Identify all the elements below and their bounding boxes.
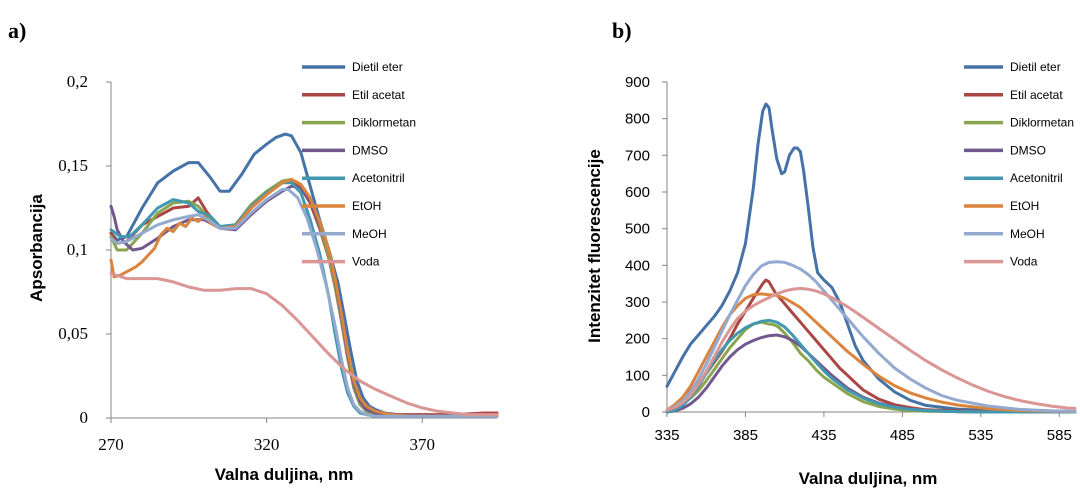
chart-a-x-tick-label: 320 bbox=[254, 435, 280, 454]
chart-a-legend-label: Voda bbox=[352, 255, 380, 269]
chart-a-y-tick-label: 0,05 bbox=[58, 324, 88, 343]
chart-b-series bbox=[665, 102, 1077, 414]
chart-a-series-line-0 bbox=[109, 132, 499, 418]
chart-a-series-line-7 bbox=[109, 272, 499, 417]
chart-b-y-tick-label: 400 bbox=[625, 257, 650, 274]
chart-b-legend-label: EtOH bbox=[1010, 199, 1039, 213]
chart-b-y-tick-label: 900 bbox=[625, 74, 650, 91]
chart-b-y-axis-title: Intenzitet fluorescencije bbox=[585, 149, 604, 343]
chart-a-legend-label: MeOH bbox=[352, 227, 387, 241]
chart-b-legend-label: Dietil eter bbox=[1010, 60, 1061, 74]
chart-b-x-tick-label: 385 bbox=[733, 427, 758, 444]
chart-b-x-axis-title: Valna duljina, nm bbox=[799, 469, 938, 488]
chart-b-y-tick-label: 300 bbox=[625, 294, 650, 311]
chart-a-y-tick-label: 0,15 bbox=[58, 156, 88, 175]
chart-b-y-tick-label: 500 bbox=[625, 221, 650, 238]
chart-a-series-line-6 bbox=[109, 188, 499, 418]
chart-b-y-tick-label: 800 bbox=[625, 111, 650, 128]
chart-b-ticks: 0 100 200 300 400 500 600 700 800 900 335 385 435 485… bbox=[625, 74, 1072, 444]
chart-a-x-tick-label: 370 bbox=[410, 435, 436, 454]
chart-b-y-tick-label: 200 bbox=[625, 331, 650, 348]
chart-b-series-line-0 bbox=[665, 102, 1077, 414]
chart-b-x-tick-label: 335 bbox=[654, 427, 679, 444]
chart-a-y-tick-label: 0,2 bbox=[67, 72, 88, 91]
chart-a-legend-label: EtOH bbox=[352, 199, 381, 213]
chart-a-series bbox=[109, 132, 499, 418]
chart-a-series-line-5 bbox=[109, 177, 499, 418]
chart-b-y-tick-label: 100 bbox=[625, 367, 650, 384]
chart-b-series-line-7 bbox=[665, 286, 1077, 412]
chart-a-legend-label: Dietil eter bbox=[352, 60, 403, 74]
chart-b-x-tick-label: 435 bbox=[811, 427, 836, 444]
panel-b-letter: b) bbox=[612, 18, 632, 43]
chart-panel-b: b) 0 100 200 300 400 500 600 700 800 900 335 385 435… bbox=[585, 18, 1077, 488]
chart-b-x-tick-label: 535 bbox=[968, 427, 993, 444]
chart-b-y-tick-label: 600 bbox=[625, 184, 650, 201]
chart-b-series-line-5 bbox=[665, 292, 1077, 414]
chart-b-legend-label: MeOH bbox=[1010, 227, 1045, 241]
chart-b-legend-label: Voda bbox=[1010, 255, 1038, 269]
chart-a-legend-label: Acetonitril bbox=[352, 171, 405, 185]
chart-a-x-tick-label: 270 bbox=[98, 435, 124, 454]
chart-a-legend-label: Etil acetat bbox=[352, 88, 405, 102]
chart-a-y-tick-label: 0,1 bbox=[67, 240, 88, 259]
chart-a-y-axis-title: Apsorbancija bbox=[27, 194, 46, 302]
chart-b-legend: Dietil eter Etil acetat Diklormetan DMSO Ace… bbox=[964, 60, 1074, 269]
chart-a-legend: Dietil eter Etil acetat Diklormetan DMSO Ace… bbox=[302, 60, 416, 269]
chart-b-series-line-6 bbox=[665, 260, 1077, 413]
chart-b-y-tick-label: 0 bbox=[642, 404, 650, 421]
chart-b-axes bbox=[666, 82, 1075, 413]
chart-a-series-line-4 bbox=[109, 181, 499, 418]
chart-a-legend-label: DMSO bbox=[352, 143, 388, 157]
chart-a-legend-label: Diklormetan bbox=[352, 116, 416, 130]
chart-b-x-tick-label: 585 bbox=[1047, 427, 1072, 444]
chart-b-x-tick-label: 485 bbox=[890, 427, 915, 444]
chart-b-legend-label: DMSO bbox=[1010, 143, 1046, 157]
chart-b-legend-label: Diklormetan bbox=[1010, 116, 1074, 130]
panel-a-letter: a) bbox=[8, 18, 26, 43]
chart-a-series-line-1 bbox=[109, 179, 499, 417]
chart-b-y-tick-label: 700 bbox=[625, 147, 650, 164]
chart-panel-a: a) 0 0,05 0,1 0,15 0,2 270 320 370 Valna duljin… bbox=[8, 18, 499, 484]
chart-a-ticks: 0 0,05 0,1 0,15 0,2 270 320 370 bbox=[58, 72, 435, 454]
chart-a-axes bbox=[110, 82, 497, 419]
chart-a-x-axis-title: Valna duljina, nm bbox=[215, 465, 354, 484]
chart-b-legend-label: Acetonitril bbox=[1010, 171, 1063, 185]
chart-a-y-tick-label: 0 bbox=[80, 408, 89, 427]
chart-b-legend-label: Etil acetat bbox=[1010, 88, 1063, 102]
